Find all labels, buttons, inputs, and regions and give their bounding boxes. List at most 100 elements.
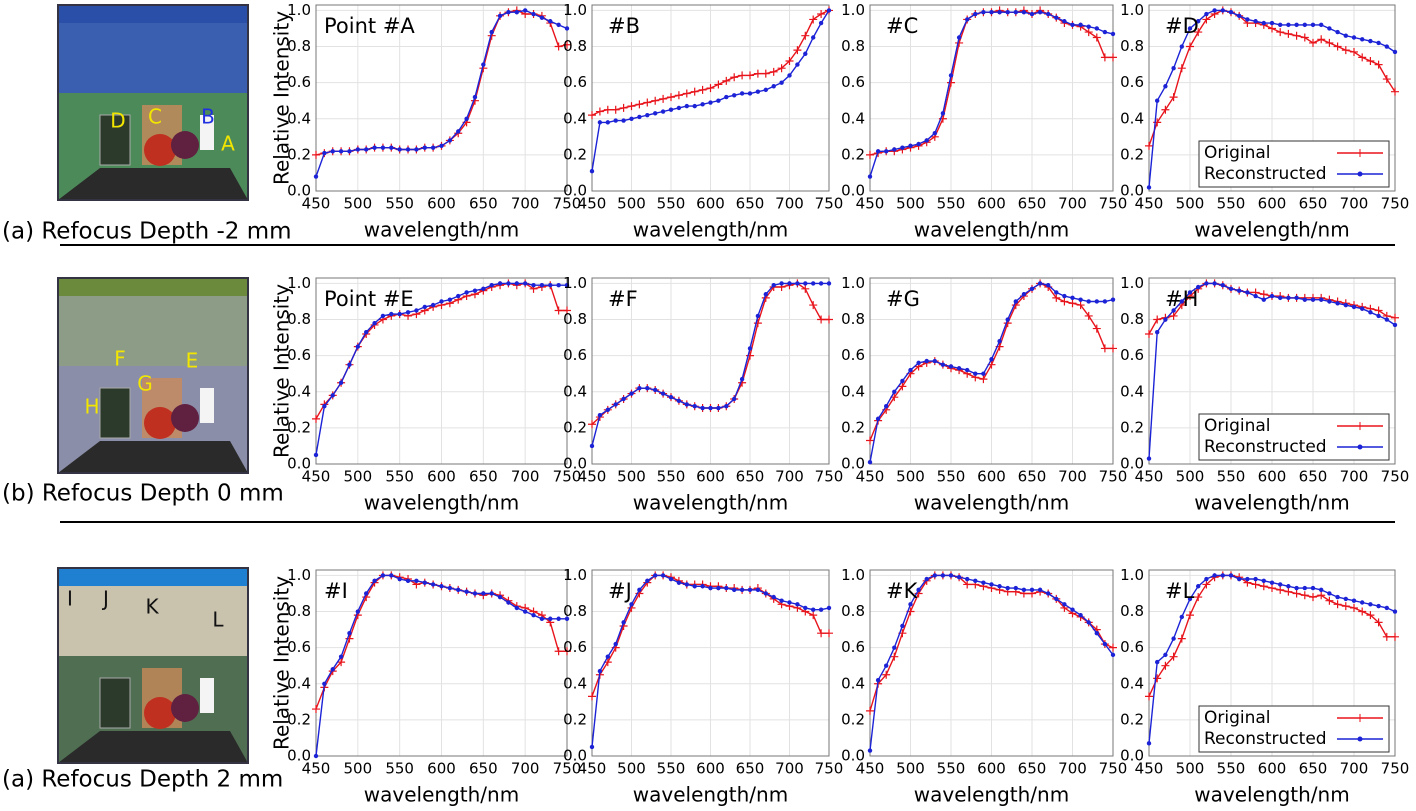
y-tick-label: 1.0 — [841, 1, 865, 19]
marker-star — [1343, 302, 1349, 308]
marker-star — [313, 452, 319, 458]
marker-star — [430, 582, 436, 587]
marker-plus — [1145, 329, 1153, 338]
y-tick-label: 0.2 — [287, 145, 311, 163]
legend-marker — [1357, 444, 1363, 450]
x-tick-label: 750 — [1381, 468, 1410, 486]
marker-star — [867, 174, 873, 179]
marker-star — [531, 612, 536, 618]
marker-star — [981, 371, 986, 376]
marker-star — [313, 753, 319, 759]
x-tick-label: 750 — [1099, 195, 1128, 213]
marker-star — [716, 405, 721, 411]
marker-star — [724, 585, 729, 591]
marker-plus — [698, 85, 707, 94]
x-tick-label: 650 — [1018, 760, 1047, 778]
marker-star — [605, 654, 610, 659]
marker-star — [1278, 295, 1283, 301]
y-tick-label: 1.0 — [287, 274, 311, 292]
chart-title: #K — [886, 579, 919, 603]
marker-star — [1245, 576, 1250, 582]
legend-marker — [1356, 422, 1364, 430]
scene-ball — [171, 694, 199, 722]
marker-star — [1286, 584, 1291, 589]
marker-plus — [1251, 580, 1260, 589]
chart-title: #B — [608, 14, 640, 38]
marker-plus — [866, 436, 874, 445]
y-tick-label: 0.8 — [1120, 37, 1144, 55]
scene-ball — [144, 407, 176, 439]
y-tick-label: 0.8 — [1120, 602, 1144, 620]
marker-plus — [337, 658, 346, 667]
x-tick-label: 500 — [344, 195, 373, 213]
marker-star — [1286, 295, 1291, 301]
y-tick-label: 0.2 — [841, 145, 865, 163]
marker-plus — [1333, 42, 1342, 51]
marker-plus — [1358, 607, 1367, 616]
marker-star — [875, 149, 881, 154]
marker-plus — [1391, 87, 1399, 96]
marker-star — [531, 11, 536, 17]
marker-star — [1179, 44, 1185, 49]
marker-star — [692, 103, 697, 109]
marker-star — [1204, 576, 1209, 582]
marker-star — [645, 112, 650, 118]
marker-star — [1261, 297, 1267, 302]
marker-star — [997, 339, 1002, 344]
marker-star — [556, 283, 561, 288]
marker-star — [405, 310, 411, 315]
marker-star — [716, 585, 721, 591]
plot-frame — [1148, 4, 1396, 192]
y-tick-label: 0.6 — [1120, 73, 1144, 91]
marker-plus — [963, 580, 972, 589]
marker-star — [892, 645, 897, 650]
y-tick-label: 0.8 — [1120, 310, 1144, 328]
marker-star — [1013, 10, 1018, 15]
x-tick-label: 600 — [696, 760, 725, 778]
x-tick-label: 550 — [1217, 760, 1246, 778]
marker-star — [779, 80, 784, 85]
x-tick-label: 600 — [427, 760, 456, 778]
marker-star — [732, 587, 737, 593]
marker-plus — [1169, 652, 1178, 661]
marker-star — [322, 150, 327, 156]
legend-label: Reconstructed — [1204, 164, 1327, 184]
marker-star — [1237, 13, 1242, 19]
marker-plus — [722, 76, 731, 85]
y-tick-label: 0.2 — [563, 418, 587, 436]
scene-frame — [57, 277, 249, 474]
y-tick-label: 1.0 — [1120, 274, 1144, 292]
marker-star — [1054, 15, 1059, 20]
marker-plus — [1092, 33, 1101, 42]
scene-ball — [171, 131, 199, 159]
marker-star — [322, 681, 327, 686]
x-tick-label: 600 — [977, 195, 1006, 213]
marker-star — [1228, 10, 1234, 15]
marker-star — [1360, 37, 1365, 42]
x-axis-label: wavelength/nm — [914, 783, 1069, 807]
chart-title: #G — [886, 287, 920, 311]
marker-star — [1384, 44, 1390, 49]
marker-star — [981, 580, 986, 585]
marker-star — [1037, 281, 1043, 286]
marker-star — [506, 600, 511, 605]
marker-star — [795, 281, 800, 286]
marker-star — [447, 138, 453, 143]
x-tick-label: 550 — [937, 468, 966, 486]
marker-star — [755, 587, 761, 593]
scene-band — [58, 5, 248, 23]
marker-star — [621, 118, 626, 123]
marker-star — [556, 616, 561, 621]
marker-plus — [801, 284, 810, 293]
marker-star — [1245, 17, 1250, 22]
marker-star — [464, 116, 469, 121]
marker-star — [1343, 33, 1349, 38]
marker-star — [1155, 329, 1160, 335]
x-tick-label: 650 — [1018, 195, 1047, 213]
marker-star — [1220, 573, 1226, 578]
x-tick-label: 450 — [302, 468, 331, 486]
marker-star — [372, 578, 377, 584]
legend-label: Original — [1204, 708, 1271, 728]
marker-plus — [1341, 602, 1350, 611]
marker-star — [668, 107, 674, 112]
